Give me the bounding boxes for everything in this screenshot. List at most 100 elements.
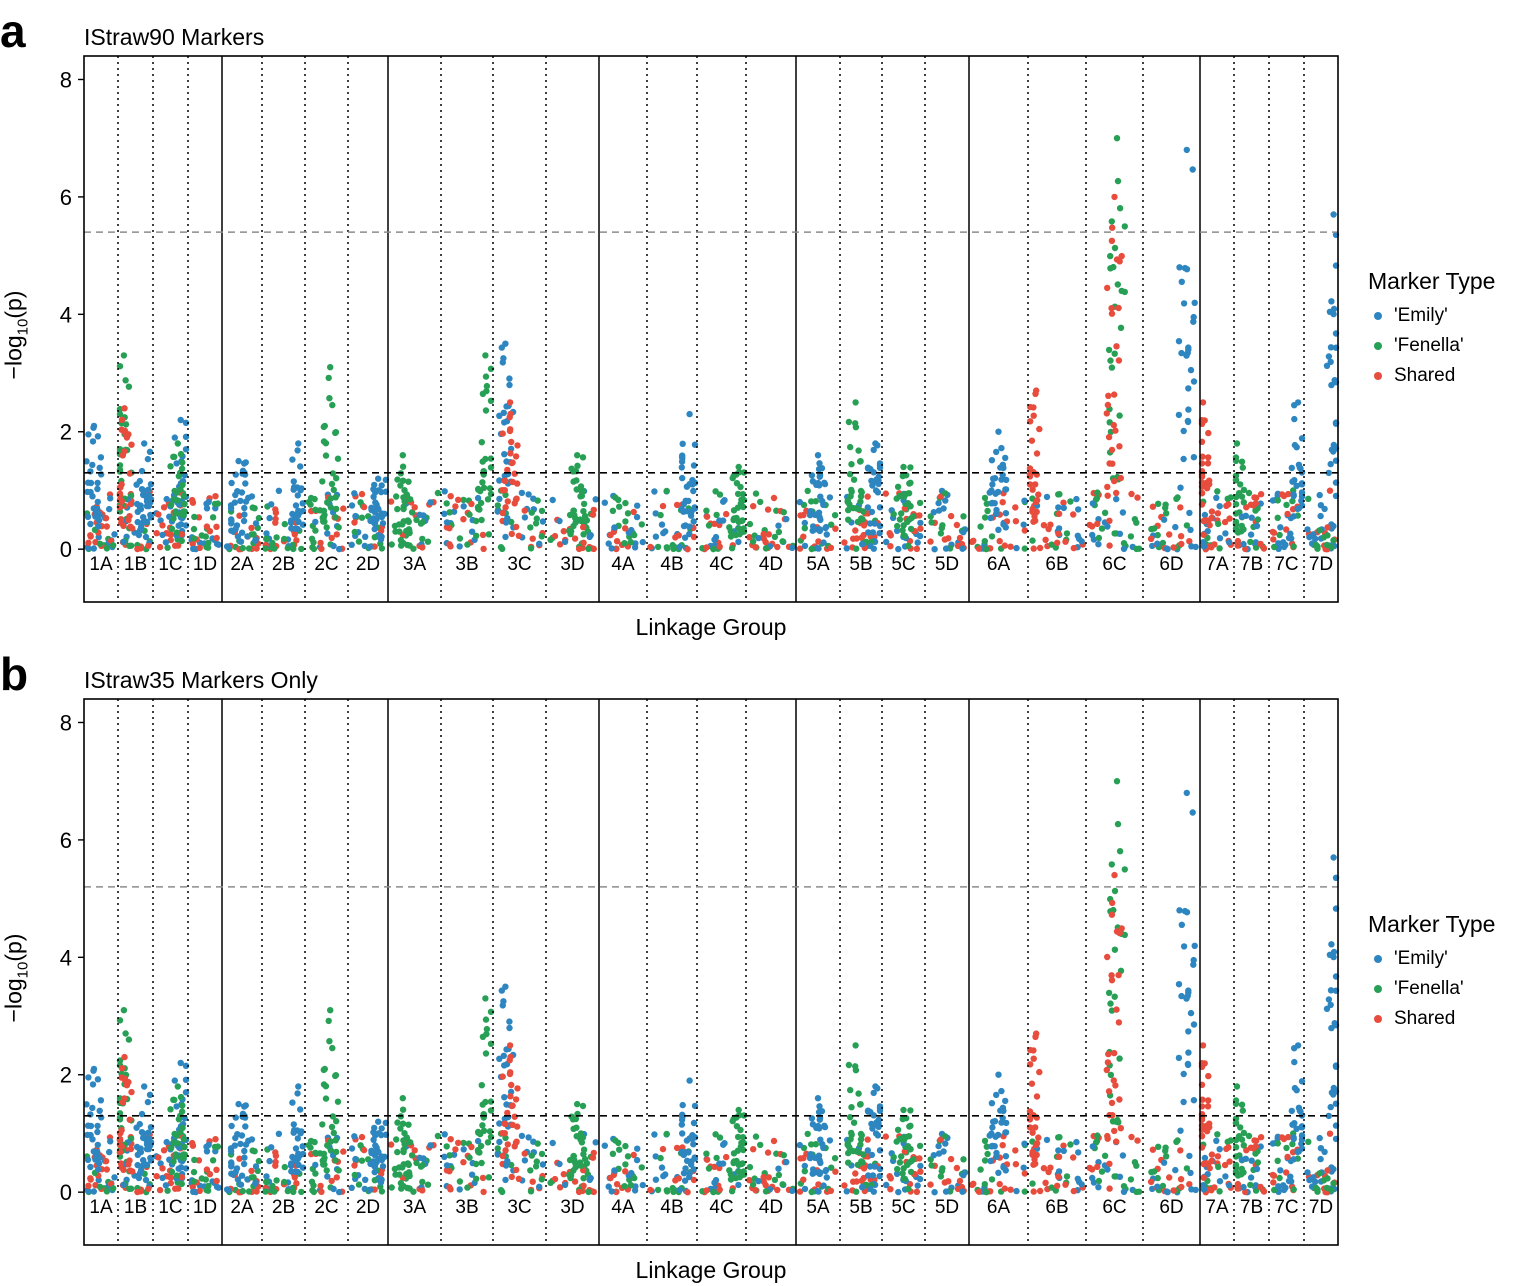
data-point	[1170, 544, 1177, 551]
data-point	[577, 1130, 585, 1137]
data-point	[189, 1183, 196, 1191]
data-point	[1227, 494, 1234, 501]
data-point	[281, 1163, 288, 1171]
data-point	[411, 504, 418, 511]
data-point	[735, 538, 742, 546]
data-point	[319, 1157, 326, 1164]
data-point	[1063, 1173, 1071, 1180]
data-point	[507, 426, 514, 433]
data-point	[419, 544, 426, 551]
data-point	[446, 1168, 453, 1175]
data-point	[789, 544, 796, 551]
data-point	[228, 479, 235, 487]
data-point	[237, 497, 244, 505]
data-point	[213, 540, 221, 548]
data-point	[807, 1151, 814, 1158]
data-point	[159, 531, 166, 539]
data-point	[580, 500, 588, 508]
data-point	[318, 545, 325, 552]
data-point	[1305, 1138, 1312, 1145]
data-point	[1206, 1120, 1213, 1127]
data-point	[953, 1164, 961, 1172]
data-point	[1180, 1098, 1187, 1106]
data-point	[1189, 809, 1196, 816]
data-point	[1162, 1147, 1169, 1154]
legend-label: 'Emily'	[1394, 305, 1448, 326]
data-point	[178, 531, 186, 538]
data-point	[441, 1153, 448, 1160]
data-point	[1240, 540, 1247, 548]
data-point	[237, 1140, 244, 1148]
data-point	[401, 1130, 408, 1137]
data-point	[1175, 338, 1183, 345]
data-point	[1029, 508, 1036, 515]
data-point	[1214, 1153, 1222, 1160]
data-point	[496, 1138, 503, 1146]
data-point	[1289, 1140, 1296, 1148]
data-point	[1127, 1176, 1135, 1183]
peak-point	[399, 452, 406, 459]
data-point	[330, 542, 337, 550]
group-label: 4A	[611, 1197, 635, 1218]
data-point	[89, 1104, 96, 1112]
data-point	[1208, 544, 1215, 551]
data-point	[393, 493, 400, 500]
data-point	[352, 1155, 359, 1163]
data-point	[329, 401, 336, 409]
data-point	[1163, 1153, 1170, 1160]
data-point	[746, 1163, 754, 1171]
data-point	[466, 511, 473, 518]
data-point	[703, 544, 710, 551]
group-label: 1C	[158, 554, 182, 575]
data-point	[127, 1185, 135, 1192]
data-point	[266, 1157, 273, 1165]
data-point	[312, 506, 319, 513]
data-point	[651, 1131, 658, 1138]
data-point	[868, 508, 876, 516]
data-point	[499, 359, 506, 366]
data-point	[819, 497, 826, 505]
data-point	[1320, 1177, 1328, 1184]
data-point	[916, 1155, 923, 1162]
data-point	[1086, 521, 1093, 529]
data-point	[895, 1188, 902, 1196]
data-point	[330, 1185, 337, 1193]
data-point	[549, 1139, 556, 1147]
data-point	[358, 490, 366, 498]
data-point	[368, 1147, 375, 1154]
data-point	[1185, 987, 1192, 994]
data-point	[94, 498, 102, 506]
data-point	[1116, 1055, 1123, 1062]
data-point	[227, 502, 235, 509]
legend: Marker Type 'Emily' 'Fenella' Shared	[1368, 268, 1495, 391]
data-point	[1002, 454, 1009, 462]
data-point	[690, 518, 697, 525]
data-point	[1030, 545, 1037, 552]
legend-item-emily: 'Emily'	[1368, 301, 1495, 331]
data-point	[147, 481, 155, 488]
data-point	[625, 529, 632, 536]
group-label: 2D	[356, 554, 380, 575]
data-point	[358, 1157, 366, 1164]
data-point	[340, 505, 347, 512]
data-point	[1226, 515, 1233, 522]
data-point	[123, 434, 131, 441]
data-point	[1213, 494, 1220, 501]
data-point	[168, 525, 176, 532]
data-point	[890, 1154, 897, 1161]
manhattan-plot-panel-a: a IStraw90 Markers −log10(p) 0 2 4 6 8 1A 1B 1C…	[0, 5, 1495, 640]
data-point	[144, 1098, 152, 1106]
data-point	[248, 1167, 255, 1175]
data-point	[822, 524, 829, 532]
data-point	[1048, 1184, 1055, 1191]
data-point	[1232, 1144, 1240, 1151]
peak-point	[141, 440, 148, 447]
data-point	[213, 1177, 220, 1185]
data-point	[275, 1130, 283, 1137]
data-point	[290, 545, 297, 553]
data-point	[241, 504, 248, 512]
data-point	[727, 1171, 734, 1178]
data-point	[1033, 1140, 1041, 1147]
data-point	[1214, 510, 1222, 517]
data-point	[917, 1168, 924, 1175]
